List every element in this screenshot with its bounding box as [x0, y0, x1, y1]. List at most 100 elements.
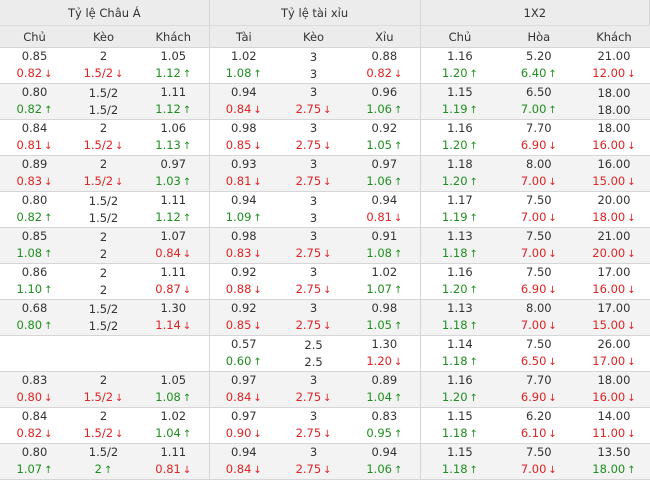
arrow-down-icon: ↓ [115, 177, 124, 188]
odds-value: 1.04 [155, 426, 181, 440]
odds-value: 1.5/2 [83, 174, 114, 188]
opening-odds: 0.96 [349, 84, 420, 101]
cell-under: 1.02 1.07 ↑ [349, 263, 421, 300]
odds-value: 18.00 [592, 210, 626, 224]
odds-value: 3 [309, 121, 318, 135]
odds-value: 1.5/2 [88, 102, 119, 117]
odds-value: 6.50 [520, 354, 547, 368]
opening-odds: 7.50 [499, 264, 578, 281]
odds-value: 3 [309, 409, 318, 423]
odds-value: 1.30 [160, 301, 187, 315]
table-row: 0.84 0.82 ↓ 2 1.5/2 ↓ 1.02 1.04 ↑ 0.97 0.90 ↓ 3 2.75 ↓… [0, 407, 650, 444]
live-odds: 1.20 ↓ [349, 353, 420, 371]
opening-odds: 1.11 [138, 444, 209, 461]
odds-value: 1.17 [447, 193, 473, 207]
arrow-down-icon: ↓ [627, 429, 636, 440]
odds-value: 1.13 [447, 301, 473, 315]
odds-value: 0.94 [230, 85, 257, 99]
odds-value: 0.84 [225, 390, 252, 404]
live-odds: 1.08 ↑ [349, 245, 420, 263]
odds-value: 8.00 [526, 301, 552, 315]
cell-draw: 7.50 6.50 ↓ [499, 335, 579, 372]
live-odds: 1.03 ↑ [138, 173, 209, 191]
live-odds: 0.85 ↓ [210, 317, 279, 335]
opening-odds: 1.13 [421, 300, 500, 317]
arrow-up-icon: ↑ [469, 393, 478, 404]
odds-value: 0.88 [371, 49, 398, 63]
odds-value: 1.19 [441, 210, 468, 224]
opening-odds: 0.94 [349, 192, 420, 209]
odds-value: 20.00 [597, 193, 631, 207]
cell-over: 0.94 0.84 ↓ [209, 83, 279, 120]
arrow-up-icon: ↑ [548, 69, 557, 80]
arrow-down-icon: ↓ [627, 177, 636, 188]
odds-value: 7.00 [520, 102, 547, 116]
odds-value: 2.75 [295, 282, 322, 296]
arrow-up-icon: ↑ [44, 213, 53, 224]
arrow-down-icon: ↓ [115, 141, 124, 152]
odds-value: 1.02 [371, 265, 398, 279]
cell-under: 0.98 1.05 ↑ [349, 299, 421, 336]
cell-home: 0.84 0.82 ↓ [0, 407, 69, 444]
live-odds: 0.84 ↓ [210, 101, 279, 119]
odds-value: 6.50 [526, 85, 552, 99]
live-odds: 1.14 ↓ [138, 317, 209, 335]
odds-value: 7.00 [520, 174, 547, 188]
arrow-up-icon: ↑ [469, 249, 478, 260]
arrow-down-icon: ↓ [393, 357, 403, 368]
arrow-up-icon: ↑ [44, 105, 53, 116]
arrow-up-icon: ↑ [182, 69, 192, 80]
opening-odds: 0.97 [138, 156, 209, 173]
arrow-down-icon: ↓ [44, 141, 53, 152]
live-odds: 3 [278, 210, 349, 227]
opening-odds: 0.98 [349, 300, 420, 317]
live-odds: 0.83 ↓ [210, 245, 279, 263]
live-odds: 7.00 ↓ [499, 173, 578, 191]
cell-draw: 7.70 6.90 ↓ [499, 119, 579, 156]
live-odds: 18.00 ↑ [578, 461, 649, 479]
odds-value: 2 [99, 265, 108, 280]
opening-odds: 0.92 [349, 120, 420, 137]
cell-away: 1.30 1.14 ↓ [138, 299, 210, 336]
odds-value: 7.00 [520, 462, 547, 476]
odds-value: 1.08 [16, 246, 43, 260]
arrow-down-icon: ↓ [627, 393, 636, 404]
arrow-down-icon: ↓ [323, 393, 332, 404]
arrow-down-icon: ↓ [323, 105, 332, 116]
arrow-down-icon: ↓ [115, 393, 124, 404]
odds-value: 1.18 [447, 157, 473, 171]
odds-value: 6.90 [520, 390, 547, 404]
opening-odds: 7.50 [499, 444, 578, 461]
odds-value: 18.00 [592, 462, 626, 476]
opening-odds: 5.20 [499, 48, 578, 65]
odds-value: 1.08 [155, 390, 181, 404]
opening-odds: 2 [69, 156, 138, 173]
opening-odds: 18.00 [578, 85, 649, 102]
arrow-up-icon: ↑ [182, 141, 192, 152]
live-odds: 7.00 ↓ [499, 317, 578, 335]
live-odds: 6.40 ↑ [499, 65, 578, 83]
live-odds: 6.90 ↓ [499, 137, 578, 155]
arrow-down-icon: ↓ [253, 429, 262, 440]
cell-handicap: 2 1.5/2 ↓ [69, 119, 138, 156]
live-odds: 0.81 ↓ [0, 137, 69, 155]
live-odds: 1.5/2 [69, 318, 138, 335]
arrow-down-icon: ↓ [44, 393, 53, 404]
opening-odds: 17.00 [578, 264, 649, 281]
live-odds: 1.10 ↑ [0, 281, 69, 299]
odds-value: 1.12 [155, 102, 181, 116]
opening-odds: 1.05 [138, 372, 209, 389]
odds-value: 0.84 [225, 102, 252, 116]
cell-under: 0.94 0.81 ↓ [349, 191, 421, 228]
cell-away: 1.07 0.84 ↓ [138, 227, 210, 264]
table-row: 0.89 0.83 ↓ 2 1.5/2 ↓ 0.97 1.03 ↑ 0.93 0.81 ↓ 3 2.75 ↓… [0, 155, 650, 192]
arrow-up-icon: ↑ [469, 141, 478, 152]
arrow-down-icon: ↓ [323, 429, 332, 440]
cell-under: 0.96 1.06 ↑ [349, 83, 421, 120]
arrow-down-icon: ↓ [44, 429, 53, 440]
odds-value: 0.87 [155, 282, 181, 296]
opening-odds: 18.00 [578, 372, 649, 389]
live-odds: 1.05 ↑ [349, 137, 420, 155]
opening-odds: 6.50 [499, 84, 578, 101]
odds-value: 1.12 [155, 66, 181, 80]
